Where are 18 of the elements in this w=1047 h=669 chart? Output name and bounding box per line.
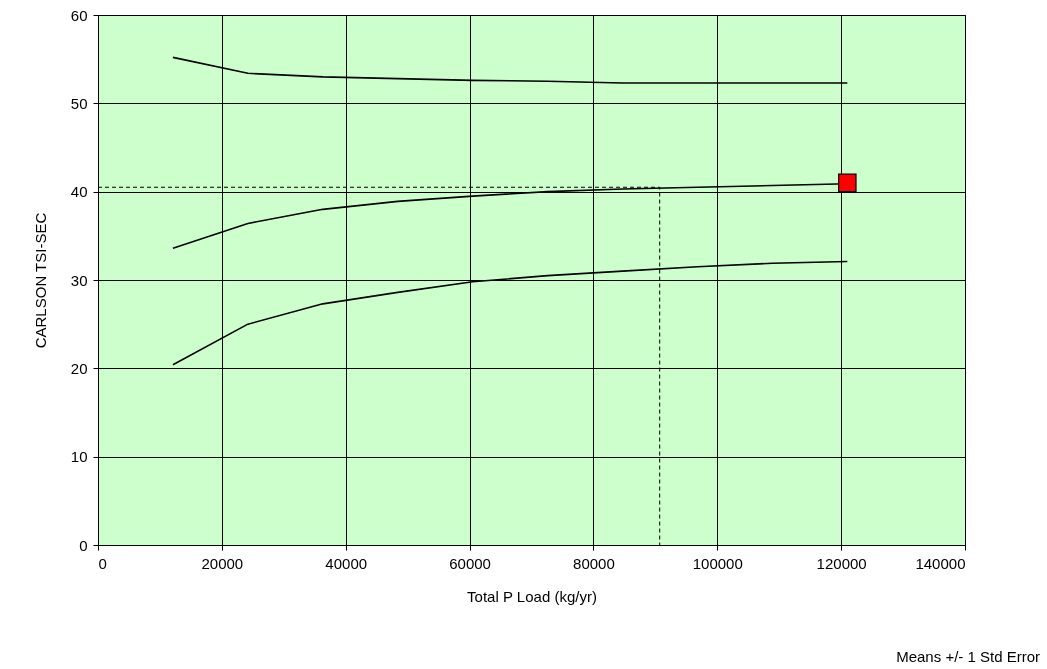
x-tick-label: 80000 (573, 554, 615, 572)
y-axis-title: CARLSON TSI-SEC (31, 212, 49, 349)
x-tick-label: 60000 (449, 554, 491, 572)
y-tick-label: 10 (70, 448, 88, 466)
x-tick-label: 140000 (915, 554, 966, 572)
x-tick-label: 40000 (325, 554, 368, 572)
x-tick-label: 120000 (816, 554, 867, 572)
x-tick-label: 0 (98, 554, 107, 572)
y-tick-label: 60 (70, 6, 88, 24)
y-tick-label: 40 (70, 183, 88, 201)
y-tick-label: 50 (70, 94, 88, 112)
y-tick-label: 20 (70, 359, 88, 377)
x-tick-label: 20000 (201, 554, 244, 572)
x-tick-label: 100000 (692, 554, 743, 572)
y-tick-label: 30 (70, 271, 88, 289)
text: Means +/- 1 Std Error (896, 648, 1040, 665)
x-axis-title: Total P Load (kg/yr) (467, 587, 597, 605)
y-tick-label: 0 (79, 536, 88, 554)
